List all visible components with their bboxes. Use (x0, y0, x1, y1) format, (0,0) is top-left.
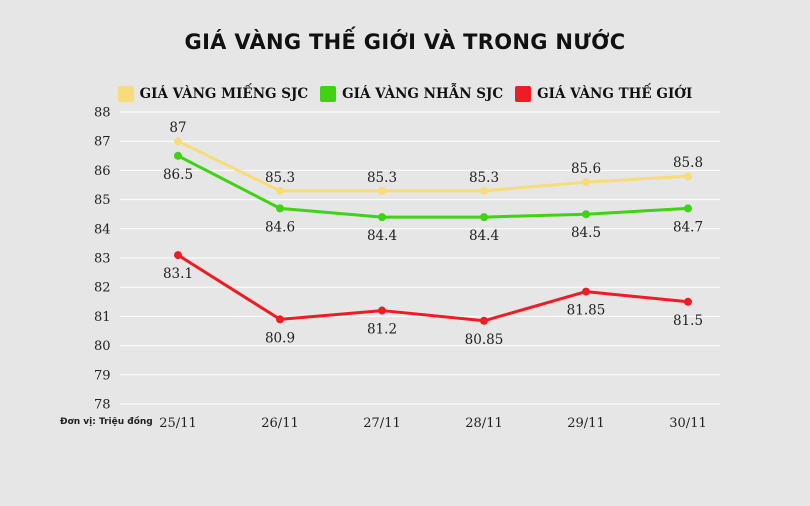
data-point-0-5 (684, 172, 692, 181)
unit-label: Đơn vị: Triệu đồng (60, 417, 153, 427)
data-point-2-2 (378, 306, 386, 315)
y-tick-label-82: 82 (94, 281, 111, 296)
data-point-0-1 (276, 186, 284, 195)
y-tick-label-84: 84 (94, 222, 111, 237)
legend-item-nhan-sjc: GIÁ VÀNG NHẪN SJC (320, 86, 503, 102)
x-tick-label-30-11: 30/11 (669, 416, 706, 431)
legend-label-mieng-sjc: GIÁ VÀNG MIẾNG SJC (139, 86, 309, 102)
legend-label-nhan-sjc: GIÁ VÀNG NHẪN SJC (342, 86, 504, 102)
data-label-1-4: 84.5 (571, 225, 601, 241)
data-point-0-4 (582, 178, 590, 187)
data-label-0-0: 87 (169, 120, 186, 136)
data-point-1-5 (684, 204, 692, 213)
data-label-2-4: 81.85 (567, 303, 606, 319)
data-point-2-5 (684, 297, 692, 306)
series-line-0 (176, 139, 690, 193)
x-tick-label-28-11: 28/11 (465, 416, 502, 431)
y-tick-label-79: 79 (94, 368, 111, 383)
data-point-2-1 (276, 315, 284, 324)
data-point-1-3 (480, 213, 488, 222)
y-tick-label-88: 88 (94, 106, 111, 121)
data-point-1-4 (582, 210, 590, 219)
data-label-1-2: 84.4 (367, 228, 397, 244)
data-label-0-1: 85.3 (265, 170, 295, 186)
legend-label-the-gioi: GIÁ VÀNG THẾ GIỚI (537, 86, 693, 102)
data-label-2-5: 81.5 (673, 313, 703, 329)
data-label-1-3: 84.4 (469, 228, 499, 244)
y-tick-label-81: 81 (94, 310, 111, 325)
data-label-2-2: 81.2 (367, 322, 397, 338)
y-tick-label-86: 86 (94, 164, 111, 179)
x-tick-label-25-11: 25/11 (159, 416, 196, 431)
legend-item-the-gioi: GIÁ VÀNG THẾ GIỚI (515, 86, 692, 102)
data-label-2-3: 80.85 (465, 332, 504, 348)
y-tick-label-83: 83 (94, 252, 111, 267)
data-label-1-0: 86.5 (163, 167, 193, 183)
legend: GIÁ VÀNG MIẾNG SJC GIÁ VÀNG NHẪN SJC GIÁ… (0, 86, 810, 102)
data-label-2-0: 83.1 (163, 266, 193, 282)
data-point-0-0 (174, 137, 182, 146)
x-tick-label-27-11: 27/11 (363, 416, 400, 431)
y-tick-label-87: 87 (94, 135, 111, 150)
data-label-0-2: 85.3 (367, 170, 397, 186)
data-point-2-4 (582, 287, 590, 296)
series-line-1 (176, 154, 690, 219)
x-tick-label-29-11: 29/11 (567, 416, 604, 431)
series-line-2 (176, 253, 690, 323)
x-tick-label-26-11: 26/11 (261, 416, 298, 431)
y-tick-label-80: 80 (94, 339, 111, 354)
data-label-0-3: 85.3 (469, 170, 499, 186)
data-label-0-5: 85.8 (673, 155, 703, 171)
data-label-1-5: 84.7 (673, 219, 703, 235)
data-point-1-2 (378, 213, 386, 222)
data-label-0-4: 85.6 (571, 161, 601, 177)
legend-swatch-mieng-sjc (117, 86, 134, 102)
y-tick-label-85: 85 (94, 193, 111, 208)
data-point-0-2 (378, 186, 386, 195)
data-point-2-0 (174, 251, 182, 260)
legend-swatch-nhan-sjc (320, 86, 337, 102)
chart-title: GIÁ VÀNG THẾ GIỚI VÀ TRONG NƯỚC (184, 30, 626, 54)
y-tick-label-78: 78 (94, 398, 111, 413)
legend-item-mieng-sjc: GIÁ VÀNG MIẾNG SJC (117, 86, 309, 102)
data-point-2-3 (480, 316, 488, 325)
data-point-0-3 (480, 186, 488, 195)
data-label-2-1: 80.9 (265, 330, 295, 346)
legend-swatch-the-gioi (515, 86, 532, 102)
data-point-1-1 (276, 204, 284, 213)
data-label-1-1: 84.6 (265, 219, 295, 235)
data-point-1-0 (174, 151, 182, 160)
